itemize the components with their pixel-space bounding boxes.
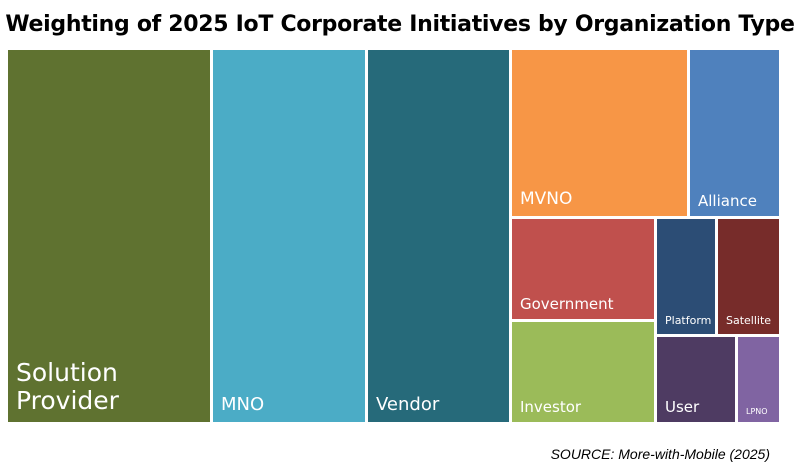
- chart-title: Weighting of 2025 IoT Corporate Initiati…: [5, 12, 795, 37]
- treemap-label: LPNO: [746, 406, 768, 416]
- treemap-cell-mvno: MVNO: [512, 50, 687, 216]
- treemap-label: Vendor: [376, 394, 440, 416]
- treemap-label: MVNO: [520, 189, 573, 210]
- treemap-label: Investor: [520, 397, 582, 416]
- treemap-cell-mno: MNO: [213, 50, 365, 422]
- treemap-label: Government: [520, 294, 614, 313]
- treemap-cell-user: User: [657, 337, 735, 422]
- treemap-label: User: [665, 397, 700, 416]
- treemap-cell-vendor: Vendor: [368, 50, 509, 422]
- treemap-cell-platform: Platform: [657, 219, 715, 334]
- treemap-cell-investor: Investor: [512, 322, 654, 422]
- treemap-label: Satellite: [726, 314, 772, 328]
- treemap-label: MNO: [221, 394, 265, 416]
- treemap-label: Alliance: [698, 191, 757, 210]
- treemap-cell-government: Government: [512, 219, 654, 319]
- treemap-cell-satellite: Satellite: [718, 219, 779, 334]
- source-note: SOURCE: More-with-Mobile (2025): [550, 446, 770, 462]
- treemap-label: Solution Provider: [16, 357, 119, 416]
- treemap-cell-lpno: LPNO: [738, 337, 779, 422]
- treemap-label: Platform: [665, 314, 712, 328]
- treemap-cell-solution-provider: Solution Provider: [8, 50, 210, 422]
- treemap-cell-alliance: Alliance: [690, 50, 779, 216]
